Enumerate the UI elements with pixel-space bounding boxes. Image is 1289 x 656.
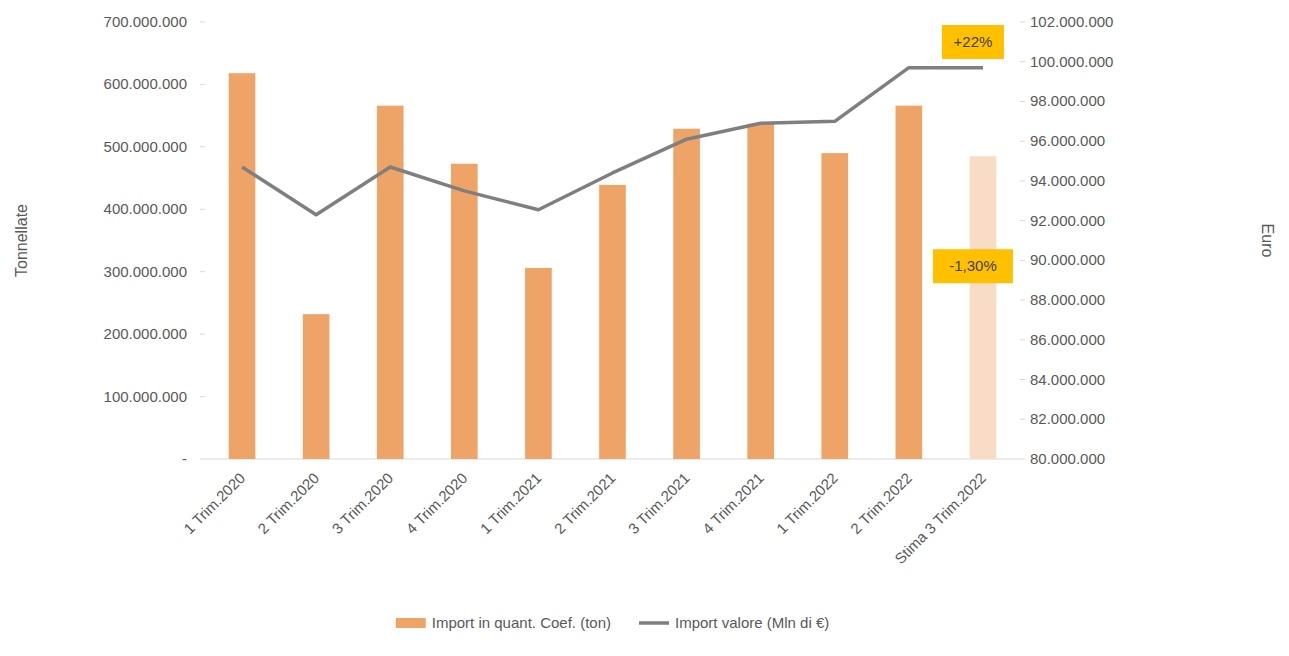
x-tick-label: 1 Trim.2022 xyxy=(773,469,841,537)
x-tick-label: 2 Trim.2022 xyxy=(847,469,915,537)
y2-tick xyxy=(1020,260,1025,261)
y2-tick xyxy=(1020,180,1025,181)
legend-label: Import in quant. Coef. (ton) xyxy=(432,614,611,631)
y-tick-label: 500.000.000 xyxy=(104,138,187,155)
legend: Import in quant. Coef. (ton) Import valor… xyxy=(396,614,829,631)
x-tick-label: 3 Trim.2021 xyxy=(625,469,693,537)
annotation-text: -1,30% xyxy=(949,257,997,274)
y-tick-label: 200.000.000 xyxy=(104,325,187,342)
x-tick-label: 1 Trim.2020 xyxy=(180,469,248,537)
y-tick xyxy=(200,271,205,272)
y2-tick-label: 96.000.000 xyxy=(1030,132,1105,149)
y2-tick xyxy=(1020,220,1025,221)
y2-tick xyxy=(1020,141,1025,142)
y-tick xyxy=(200,209,205,210)
x-tick-label: 1 Trim.2021 xyxy=(476,469,544,537)
bar xyxy=(525,268,552,459)
y2-tick-label: 82.000.000 xyxy=(1030,410,1105,427)
bar xyxy=(821,153,848,459)
y2-tick-label: 88.000.000 xyxy=(1030,291,1105,308)
y-tick xyxy=(200,146,205,147)
y2-tick xyxy=(1020,101,1025,102)
y-tick xyxy=(200,334,205,335)
y-tick xyxy=(200,84,205,85)
y-tick xyxy=(200,22,205,23)
bar xyxy=(229,73,256,459)
annotation-text: +22% xyxy=(954,33,993,50)
x-tick-label: Stima 3 Trim.2022 xyxy=(891,469,989,567)
y-tick-label: 100.000.000 xyxy=(104,388,187,405)
x-tick-label: 4 Trim.2020 xyxy=(402,469,470,537)
legend-item: Import in quant. Coef. (ton) xyxy=(396,614,611,631)
bar xyxy=(599,185,626,459)
y2-tick xyxy=(1020,379,1025,380)
y2-tick xyxy=(1020,419,1025,420)
y2-tick-label: 86.000.000 xyxy=(1030,331,1105,348)
y-tick-label: 600.000.000 xyxy=(104,75,187,92)
y2-tick-label: 92.000.000 xyxy=(1030,212,1105,229)
y2-tick-label: 90.000.000 xyxy=(1030,251,1105,268)
bar xyxy=(303,314,330,459)
annotation-box xyxy=(942,25,1004,59)
y2-tick xyxy=(1020,61,1025,62)
legend-label: Import valore (Mln di €) xyxy=(675,614,829,631)
y2-tick-label: 80.000.000 xyxy=(1030,450,1105,467)
y2-tick-label: 100.000.000 xyxy=(1030,53,1113,70)
x-tick-label: 2 Trim.2021 xyxy=(551,469,619,537)
x-tick-label: 2 Trim.2020 xyxy=(254,469,322,537)
annotation-box xyxy=(933,249,1013,283)
y-tick-label: 300.000.000 xyxy=(104,263,187,280)
y2-axis-title: Euro xyxy=(1259,224,1276,258)
y-tick-label: - xyxy=(182,450,187,467)
bar xyxy=(896,106,923,459)
bar xyxy=(970,156,997,459)
y2-tick-label: 84.000.000 xyxy=(1030,371,1105,388)
y2-tick xyxy=(1020,339,1025,340)
y2-tick xyxy=(1020,22,1025,23)
chart: - 100.000.000 200.000.000 300.000.000 400.00… xyxy=(0,0,1289,656)
y2-tick xyxy=(1020,300,1025,301)
bar xyxy=(451,164,478,459)
y-tick-label: 700.000.000 xyxy=(104,13,187,30)
legend-item: Import valore (Mln di €) xyxy=(639,614,829,631)
y2-tick-label: 102.000.000 xyxy=(1030,13,1113,30)
bar xyxy=(747,124,774,459)
y2-tick-label: 98.000.000 xyxy=(1030,92,1105,109)
bar xyxy=(673,129,700,459)
legend-swatch xyxy=(639,621,669,625)
annotation: -1,30% xyxy=(933,249,1013,283)
y-tick xyxy=(200,459,205,460)
y-axis-title: Tonnellate xyxy=(13,204,30,277)
bar xyxy=(377,106,404,459)
y-tick xyxy=(200,396,205,397)
y-tick-label: 400.000.000 xyxy=(104,200,187,217)
y2-tick xyxy=(1020,459,1025,460)
legend-swatch xyxy=(396,618,426,628)
x-tick-label: 4 Trim.2021 xyxy=(699,469,767,537)
annotation: +22% xyxy=(942,25,1004,59)
x-tick-label: 3 Trim.2020 xyxy=(328,469,396,537)
y2-tick-label: 94.000.000 xyxy=(1030,172,1105,189)
line xyxy=(242,68,983,215)
